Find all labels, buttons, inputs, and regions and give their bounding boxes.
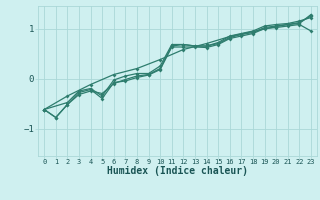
X-axis label: Humidex (Indice chaleur): Humidex (Indice chaleur) [107,166,248,176]
